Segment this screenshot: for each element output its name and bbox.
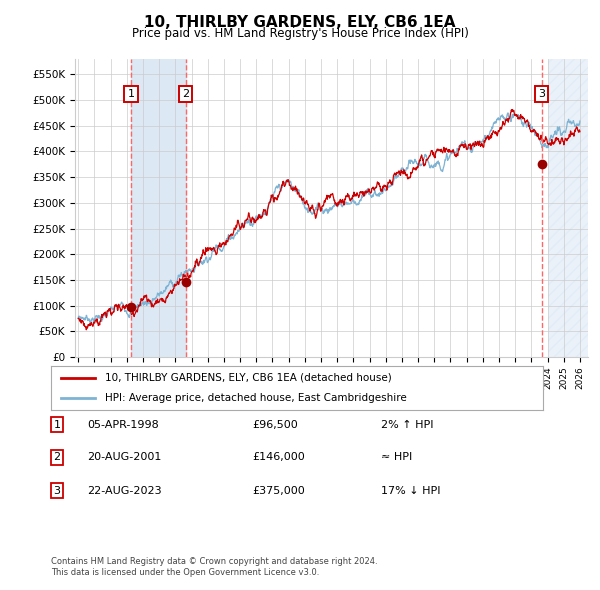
Text: 20-AUG-2001: 20-AUG-2001 (87, 453, 161, 462)
Text: 3: 3 (53, 486, 61, 496)
Text: HPI: Average price, detached house, East Cambridgeshire: HPI: Average price, detached house, East… (105, 393, 407, 403)
Text: 1: 1 (127, 89, 134, 99)
Text: £375,000: £375,000 (252, 486, 305, 496)
Text: 10, THIRLBY GARDENS, ELY, CB6 1EA: 10, THIRLBY GARDENS, ELY, CB6 1EA (144, 15, 456, 30)
Text: 2% ↑ HPI: 2% ↑ HPI (381, 420, 433, 430)
Text: £146,000: £146,000 (252, 453, 305, 462)
Text: This data is licensed under the Open Government Licence v3.0.: This data is licensed under the Open Gov… (51, 568, 319, 577)
Text: Contains HM Land Registry data © Crown copyright and database right 2024.: Contains HM Land Registry data © Crown c… (51, 557, 377, 566)
Text: 2: 2 (182, 89, 189, 99)
Text: 1: 1 (53, 420, 61, 430)
Text: £96,500: £96,500 (252, 420, 298, 430)
Text: 2: 2 (53, 453, 61, 462)
Text: 22-AUG-2023: 22-AUG-2023 (87, 486, 161, 496)
Bar (131, 59, 185, 357)
Text: 05-APR-1998: 05-APR-1998 (87, 420, 159, 430)
Text: 17% ↓ HPI: 17% ↓ HPI (381, 486, 440, 496)
Text: 10, THIRLBY GARDENS, ELY, CB6 1EA (detached house): 10, THIRLBY GARDENS, ELY, CB6 1EA (detac… (105, 373, 392, 383)
Text: 3: 3 (538, 89, 545, 99)
Text: Price paid vs. HM Land Registry's House Price Index (HPI): Price paid vs. HM Land Registry's House … (131, 27, 469, 40)
Bar (548, 59, 588, 357)
Text: ≈ HPI: ≈ HPI (381, 453, 412, 462)
